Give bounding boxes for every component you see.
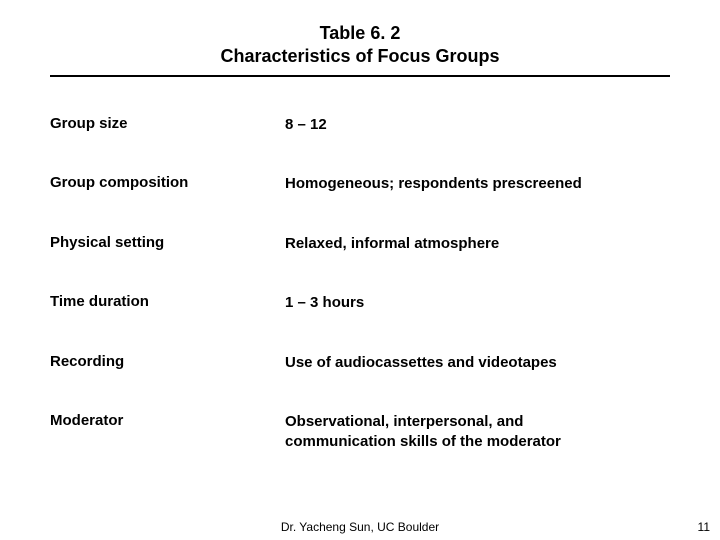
table-title: Table 6. 2 Characteristics of Focus Grou… [0, 0, 720, 69]
table-row: Moderator Observational, interpersonal, … [50, 392, 670, 457]
row-label: Time duration [50, 293, 285, 310]
table-row: Time duration 1 – 3 hours [50, 273, 670, 333]
row-value: Homogeneous; respondents prescreened [285, 174, 670, 194]
row-label: Recording [50, 353, 285, 370]
page-number: 11 [698, 520, 710, 534]
title-line-2: Characteristics of Focus Groups [0, 45, 720, 68]
row-value: Use of audiocassettes and videotapes [285, 353, 670, 373]
table-row: Group composition Homogeneous; responden… [50, 154, 670, 214]
table-row: Recording Use of audiocassettes and vide… [50, 333, 670, 393]
footer-credit: Dr. Yacheng Sun, UC Boulder [0, 520, 720, 534]
row-label: Physical setting [50, 234, 285, 251]
table-row: Group size 8 – 12 [50, 95, 670, 155]
row-label: Moderator [50, 412, 285, 429]
row-value: Observational, interpersonal, and commun… [285, 412, 670, 451]
characteristics-table: Group size 8 – 12 Group composition Homo… [50, 77, 670, 458]
table-row: Physical setting Relaxed, informal atmos… [50, 214, 670, 274]
row-label: Group composition [50, 174, 285, 191]
row-label: Group size [50, 115, 285, 132]
row-value: 1 – 3 hours [285, 293, 670, 313]
row-value: 8 – 12 [285, 115, 670, 135]
title-line-1: Table 6. 2 [0, 22, 720, 45]
row-value: Relaxed, informal atmosphere [285, 234, 670, 254]
